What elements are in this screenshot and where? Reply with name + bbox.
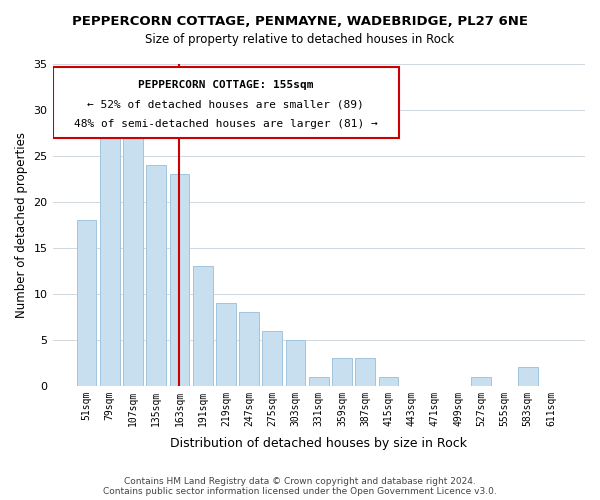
Bar — [309, 376, 329, 386]
Text: Size of property relative to detached houses in Rock: Size of property relative to detached ho… — [145, 32, 455, 46]
Text: 48% of semi-detached houses are larger (81) →: 48% of semi-detached houses are larger (… — [74, 118, 377, 128]
Bar — [355, 358, 375, 386]
Text: PEPPERCORN COTTAGE, PENMAYNE, WADEBRIDGE, PL27 6NE: PEPPERCORN COTTAGE, PENMAYNE, WADEBRIDGE… — [72, 15, 528, 28]
Bar — [216, 303, 236, 386]
Bar — [123, 138, 143, 386]
Text: Contains HM Land Registry data © Crown copyright and database right 2024.: Contains HM Land Registry data © Crown c… — [124, 477, 476, 486]
Bar — [332, 358, 352, 386]
Bar — [193, 266, 212, 386]
Bar — [146, 165, 166, 386]
Bar — [472, 376, 491, 386]
Text: ← 52% of detached houses are smaller (89): ← 52% of detached houses are smaller (89… — [87, 100, 364, 110]
Bar — [379, 376, 398, 386]
Bar — [286, 340, 305, 386]
FancyBboxPatch shape — [53, 67, 398, 138]
Bar — [77, 220, 97, 386]
Bar — [170, 174, 190, 386]
Text: Contains public sector information licensed under the Open Government Licence v3: Contains public sector information licen… — [103, 487, 497, 496]
Y-axis label: Number of detached properties: Number of detached properties — [15, 132, 28, 318]
Bar — [100, 138, 119, 386]
Bar — [518, 368, 538, 386]
X-axis label: Distribution of detached houses by size in Rock: Distribution of detached houses by size … — [170, 437, 467, 450]
Bar — [239, 312, 259, 386]
Text: PEPPERCORN COTTAGE: 155sqm: PEPPERCORN COTTAGE: 155sqm — [138, 80, 313, 90]
Bar — [262, 330, 282, 386]
